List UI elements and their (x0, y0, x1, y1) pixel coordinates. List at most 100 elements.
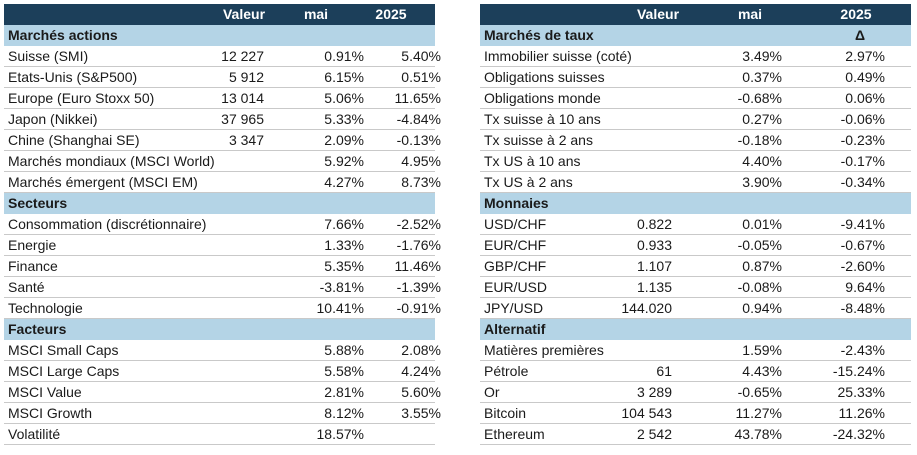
table-row: MSCI Small Caps 5.88% 2.08% (4, 340, 441, 361)
row-name: Japon (Nikkei) (8, 111, 98, 127)
row-name: Technologie (8, 300, 83, 316)
table-row: Technologie 10.41% -0.91% (4, 298, 441, 319)
row-name: Marchés émergent (MSCI EM) (8, 174, 198, 190)
row-mai: 5.92% (324, 153, 364, 169)
table-row: Finance 5.35% 11.46% (4, 256, 441, 277)
row-name: Europe (Euro Stoxx 50) (8, 90, 155, 106)
table-row: EUR/CHF 0.933 -0.05% -0.67% (480, 235, 911, 256)
row-mai: -0.18% (737, 132, 782, 148)
row-mai: 0.27% (742, 111, 782, 127)
section-title: Marchés actions (8, 27, 118, 43)
row-name: JPY/USD (484, 300, 544, 316)
left-market-table: Valeur mai 2025 Marchés actions Suisse (S… (4, 4, 441, 445)
row-name: MSCI Large Caps (8, 363, 120, 379)
row-ytd: 0.51% (401, 69, 441, 85)
section-title: Monnaies (484, 195, 549, 211)
section-title: Marchés de taux (484, 27, 594, 43)
row-name: MSCI Growth (8, 405, 93, 421)
row-ytd: -1.39% (396, 279, 441, 295)
table-row: Bitcoin 104 543 11.27% 11.26% (480, 403, 911, 424)
row-mai: 7.66% (324, 216, 364, 232)
row-mai: 43.78% (734, 426, 782, 442)
table-row: Tx US à 10 ans 4.40% -0.17% (480, 151, 911, 172)
row-ytd: -2.43% (840, 342, 885, 358)
row-mai: -0.08% (737, 279, 782, 295)
row-ytd: 11.26% (838, 405, 885, 421)
row-name: Or (484, 384, 500, 400)
table-row: GBP/CHF 1.107 0.87% -2.60% (480, 256, 911, 277)
row-mai: 5.33% (324, 111, 364, 127)
row-mai: 1.33% (324, 237, 364, 253)
row-mai: 4.43% (742, 363, 782, 379)
row-ytd: -9.41% (840, 216, 885, 232)
row-name: Ethereum (484, 426, 545, 442)
row-valeur: 37 965 (221, 111, 264, 127)
right-market-table: Valeur mai 2025 Marchés de taux Δ Immobili… (480, 4, 911, 445)
row-mai: 5.35% (324, 258, 364, 274)
row-valeur: 0.822 (636, 216, 672, 232)
row-mai: 0.01% (742, 216, 782, 232)
delta-symbol: Δ (854, 27, 866, 43)
row-mai: 11.27% (735, 405, 782, 421)
table-row: Volatilité 18.57% (4, 424, 435, 445)
table-header: Valeur mai 2025 (480, 4, 911, 25)
table-row: Or 3 289 -0.65% 25.33% (480, 382, 911, 403)
row-ytd: 2.08% (401, 342, 441, 358)
row-ytd: -0.13% (396, 132, 441, 148)
table-row: Pétrole 61 4.43% -15.24% (480, 361, 911, 382)
row-ytd: -0.23% (840, 132, 885, 148)
row-name: Santé (8, 279, 45, 295)
row-mai: -3.81% (319, 279, 364, 295)
row-name: Finance (8, 258, 58, 274)
table-row: Obligations monde -0.68% 0.06% (480, 88, 911, 109)
table-row: Santé -3.81% -1.39% (4, 277, 441, 298)
row-mai: 1.59% (742, 342, 782, 358)
row-name: Matières premières (484, 342, 604, 358)
row-name: Tx US à 10 ans (484, 153, 581, 169)
row-ytd: 2.97% (845, 48, 885, 64)
row-mai: -0.68% (737, 90, 782, 106)
row-valeur: 144.020 (621, 300, 672, 316)
row-name: Tx suisse à 10 ans (484, 111, 601, 127)
row-name: Tx suisse à 2 ans (484, 132, 593, 148)
table-row: EUR/USD 1.135 -0.08% 9.64% (480, 277, 911, 298)
section-header-row: Facteurs (4, 319, 435, 340)
row-ytd: -4.84% (396, 111, 441, 127)
row-valeur: 1.135 (636, 279, 672, 295)
year-header: 2025 (840, 6, 872, 22)
table-body: Marchés de taux Δ Immobilier suisse (coté)… (480, 25, 911, 445)
section-header-row: Monnaies (480, 193, 911, 214)
row-ytd: -0.34% (840, 174, 885, 190)
section-header-row: Marchés de taux Δ (480, 25, 911, 46)
row-ytd: -0.17% (840, 153, 885, 169)
table-row: Suisse (SMI) 12 227 0.91% 5.40% (4, 46, 441, 67)
mai-header: mai (303, 6, 329, 22)
table-row: Marchés mondiaux (MSCI World) 5.92% 4.95% (4, 151, 441, 172)
row-valeur: 61 (656, 363, 672, 379)
row-ytd: 4.95% (401, 153, 441, 169)
row-valeur: 5 912 (228, 69, 264, 85)
table-row: Tx suisse à 2 ans -0.18% -0.23% (480, 130, 911, 151)
row-mai: 8.12% (324, 405, 364, 421)
row-valeur: 1.107 (636, 258, 672, 274)
row-name: EUR/CHF (484, 237, 547, 253)
row-name: Obligations suisses (484, 69, 605, 85)
row-valeur: 3 289 (636, 384, 672, 400)
table-row: Ethereum 2 542 43.78% -24.32% (480, 424, 911, 445)
row-name: Consommation (discrétionnaire) (8, 216, 207, 232)
row-ytd: 25.33% (837, 384, 885, 400)
table-body: Marchés actions Suisse (SMI) 12 227 0.91% 5.… (4, 25, 441, 445)
row-ytd: 0.06% (845, 90, 885, 106)
table-row: Chine (Shanghai SE) 3 347 2.09% -0.13% (4, 130, 441, 151)
row-name: Tx US à 2 ans (484, 174, 573, 190)
row-ytd: 0.49% (845, 69, 885, 85)
row-mai: 0.87% (742, 258, 782, 274)
row-mai: 18.57% (316, 426, 364, 442)
row-name: Marchés mondiaux (MSCI World) (8, 153, 215, 169)
row-mai: 5.58% (324, 363, 364, 379)
row-name: MSCI Small Caps (8, 342, 119, 358)
row-mai: 0.94% (742, 300, 782, 316)
section-header-row: Alternatif (480, 319, 911, 340)
row-valeur: 0.933 (636, 237, 672, 253)
row-name: MSCI Value (8, 384, 82, 400)
